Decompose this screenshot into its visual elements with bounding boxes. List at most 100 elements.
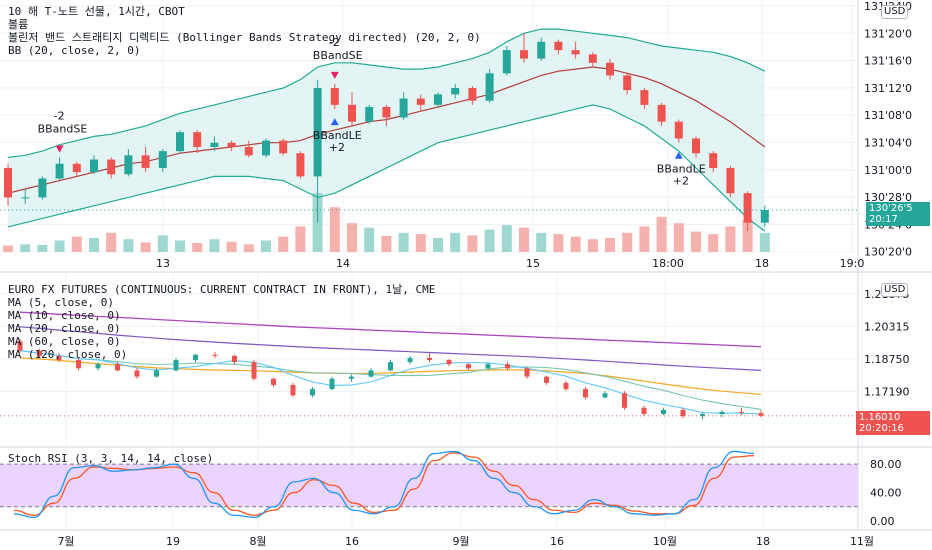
candle-body [330, 88, 339, 105]
top-time-label: 19:0 [840, 257, 865, 270]
volume-bar [656, 216, 667, 252]
candle-body [310, 389, 315, 396]
candle-body [37, 350, 42, 356]
candle-body [193, 354, 198, 360]
signal-arrow [330, 71, 339, 79]
ma10-label: MA (10, close, 0) [8, 309, 121, 322]
candle-body [212, 354, 218, 356]
candle-body [365, 106, 374, 122]
top-price-tick: 131'20'0 [864, 27, 912, 40]
candle-body [399, 98, 408, 118]
candle-body [21, 197, 30, 199]
candle-body [244, 146, 253, 156]
mid-currency-badge[interactable]: USD [881, 283, 909, 297]
candle-body [290, 384, 296, 396]
candle-body [368, 370, 374, 377]
candle-body [134, 370, 140, 377]
candle-body [227, 142, 236, 147]
ma60-line [19, 326, 762, 371]
candle-body [154, 370, 159, 377]
volume-bar [54, 240, 65, 252]
candle-body [468, 88, 477, 101]
candle-body [726, 167, 735, 194]
top-currency-badge[interactable]: USD [881, 5, 909, 19]
candle-body [262, 140, 270, 156]
volume-bar [243, 244, 254, 252]
stoch-band-fill [0, 464, 858, 507]
candle-body [173, 360, 179, 371]
candle-body [641, 407, 647, 415]
candle-body [90, 159, 98, 173]
candle-body [760, 210, 769, 223]
candle-body [554, 41, 563, 51]
volume-bar [484, 229, 495, 252]
candle-body [329, 378, 335, 390]
mid-price-pane[interactable] [0, 311, 858, 420]
candle-body [588, 54, 597, 63]
ma20-label: MA (20, close, 0) [8, 322, 121, 335]
candle-body [466, 364, 471, 369]
volume-bar [209, 239, 220, 252]
top-price-tick: 131'16'0 [864, 55, 912, 68]
candle-body [700, 414, 705, 417]
volume-bar [140, 242, 151, 252]
signal-arrow [330, 118, 339, 126]
top-price-tick: 131'12'0 [864, 82, 912, 95]
volume-bar [433, 237, 443, 252]
candle-body [55, 163, 64, 179]
mid-countdown: 20:20:16 [859, 423, 904, 434]
signal-name: BBandSE [38, 122, 88, 135]
volume-bar [123, 239, 134, 252]
volume-bar [536, 232, 547, 252]
candle-body [544, 376, 549, 383]
candle-body [72, 163, 81, 173]
time-label: 8월 [249, 535, 266, 548]
candle-body [95, 364, 101, 369]
candle-body [524, 368, 530, 377]
candle-body [537, 41, 546, 59]
candle-body [388, 362, 393, 371]
ma120-label: MA (120, close, 0) [8, 348, 128, 361]
candle-body [17, 341, 23, 351]
stoch-rsi-pane[interactable] [0, 450, 858, 519]
top-title: 10 해 T-노트 선물, 1시간, CBOT [8, 5, 185, 18]
candle-body [271, 378, 276, 385]
signal-qty: +2 [329, 141, 345, 154]
candle-body [502, 50, 511, 74]
candle-body [485, 364, 491, 369]
candle-body [56, 355, 62, 360]
candle-body [407, 357, 413, 363]
stoch-title: Stoch RSI (3, 3, 14, 14, close) [8, 452, 214, 465]
volume-bar [759, 232, 770, 252]
candle-body [427, 357, 432, 360]
candle-body [141, 155, 150, 168]
volume-bar [415, 234, 426, 252]
candle-body [76, 360, 81, 369]
candle-body [124, 155, 133, 175]
candle-body [313, 88, 322, 177]
candle-body [719, 411, 725, 415]
volume-bar [278, 236, 289, 252]
candle-body [279, 140, 288, 154]
volume-bar [742, 220, 753, 252]
candle-body [485, 73, 494, 101]
candle-body [583, 389, 588, 398]
volume-bar [450, 232, 461, 252]
top-price-tick: 130'20'0 [864, 246, 912, 259]
volume-bar [467, 235, 478, 252]
candle-body [176, 132, 184, 152]
volume-bar [519, 227, 529, 252]
volume-bar [347, 223, 357, 252]
top-time-label: 15 [526, 257, 540, 270]
candle-body [349, 376, 354, 379]
signal-qty: -2 [329, 36, 340, 49]
candle-body [692, 138, 700, 154]
volume-bar [106, 232, 117, 252]
mid-price-tick: 1.17190 [864, 385, 910, 398]
top-price-tick: 131'08'0 [864, 109, 912, 122]
top-price-tick: 130'28'0 [864, 191, 912, 204]
bb-lower-line [7, 104, 766, 232]
